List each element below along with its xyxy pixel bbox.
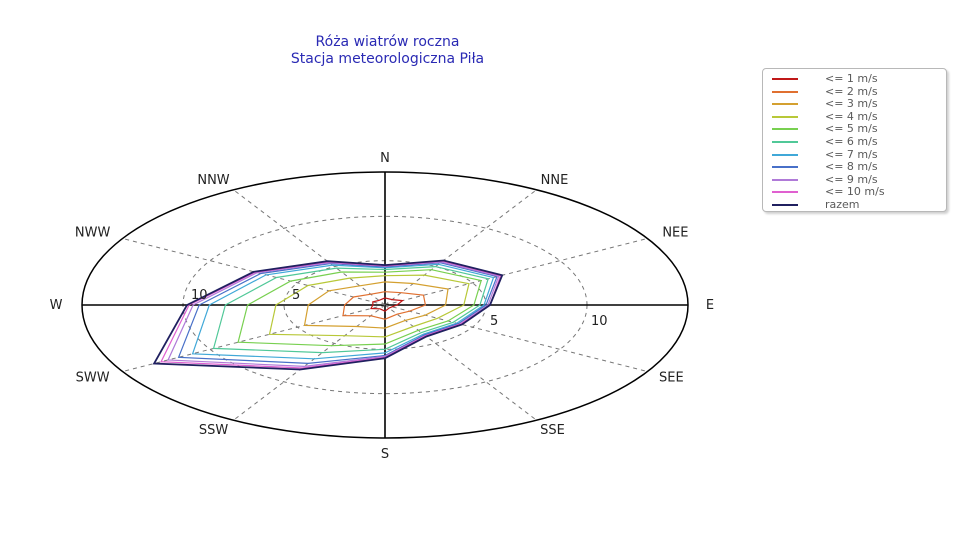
direction-label-N: N bbox=[380, 151, 390, 166]
legend-label: razem bbox=[825, 198, 860, 211]
legend-swatch bbox=[772, 153, 798, 156]
legend-swatch bbox=[772, 166, 798, 169]
spoke-SWW bbox=[122, 304, 386, 372]
legend-swatch bbox=[772, 115, 798, 118]
legend-swatch bbox=[772, 191, 798, 194]
legend-swatch bbox=[772, 128, 798, 131]
series-line-8 bbox=[177, 262, 498, 365]
direction-label-NNW: NNW bbox=[197, 173, 229, 188]
direction-label-SSW: SSW bbox=[199, 423, 229, 438]
chart-title: Róża wiatrów roczna bbox=[315, 34, 460, 50]
direction-label-SSE: SSE bbox=[540, 423, 565, 438]
direction-label-NWW: NWW bbox=[75, 226, 111, 241]
legend-swatch bbox=[772, 78, 798, 80]
legend-item: <= 3 m/s bbox=[763, 97, 946, 111]
radial-tick-label-west: 10 bbox=[191, 288, 208, 303]
legend-swatch bbox=[772, 103, 798, 106]
legend-item: <= 9 m/s bbox=[763, 172, 946, 186]
legend-label: <= 10 m/s bbox=[825, 185, 885, 199]
direction-label-SWW: SWW bbox=[76, 371, 110, 386]
legend-item: <= 7 m/s bbox=[763, 147, 946, 161]
series-line-6 bbox=[212, 265, 489, 354]
legend-swatch bbox=[772, 204, 798, 206]
rose-grid bbox=[81, 171, 689, 439]
legend-swatch bbox=[772, 178, 798, 181]
series-line-11 bbox=[152, 259, 504, 371]
spoke-NWW bbox=[122, 238, 386, 306]
radial-tick-label-east: 10 bbox=[591, 314, 608, 329]
legend-item: <= 1 m/s bbox=[763, 72, 946, 85]
legend-swatch bbox=[772, 141, 798, 143]
legend-item: <= 8 m/s bbox=[763, 160, 946, 174]
legend-item: <= 2 m/s bbox=[763, 84, 946, 98]
legend-item: <= 10 m/s bbox=[763, 185, 946, 199]
series-line-7 bbox=[191, 263, 495, 360]
legend-item: <= 5 m/s bbox=[763, 122, 946, 136]
legend-label: <= 6 m/s bbox=[825, 135, 878, 148]
series-line-2 bbox=[342, 291, 427, 320]
spoke-SEE bbox=[384, 304, 648, 372]
chart-subtitle: Stacja meteorologiczna Piła bbox=[290, 51, 485, 67]
legend-label: <= 9 m/s bbox=[825, 172, 878, 186]
series-line-9 bbox=[167, 261, 500, 368]
spoke-NNE bbox=[384, 189, 537, 306]
series-line-4 bbox=[268, 274, 470, 338]
series-line-3 bbox=[303, 281, 449, 329]
legend-swatch bbox=[772, 90, 798, 93]
rose-series bbox=[152, 259, 504, 371]
direction-label-SEE: SEE bbox=[659, 371, 684, 386]
legend-label: <= 7 m/s bbox=[825, 147, 878, 161]
legend-label: <= 2 m/s bbox=[825, 84, 878, 98]
series-line-5 bbox=[237, 269, 482, 347]
legend-label: <= 4 m/s bbox=[825, 109, 878, 123]
spoke-NEE bbox=[384, 238, 648, 306]
legend-label: <= 8 m/s bbox=[825, 160, 878, 174]
direction-label-NNE: NNE bbox=[541, 173, 569, 188]
legend: <= 1 m/s <= 2 m/s <= 3 m/s <= 4 m/s <= 5 m/s… bbox=[762, 68, 947, 212]
direction-label-W: W bbox=[50, 298, 63, 313]
legend-item: razem bbox=[763, 198, 946, 211]
radial-tick-label-east: 5 bbox=[490, 314, 498, 329]
legend-label: <= 1 m/s bbox=[825, 72, 878, 85]
direction-label-E: E bbox=[706, 298, 714, 313]
legend-item: <= 6 m/s bbox=[763, 135, 946, 148]
direction-label-NEE: NEE bbox=[662, 226, 688, 241]
legend-label: <= 3 m/s bbox=[825, 97, 878, 111]
legend-label: <= 5 m/s bbox=[825, 122, 878, 136]
legend-item: <= 4 m/s bbox=[763, 109, 946, 123]
radial-tick-label-west: 5 bbox=[292, 288, 300, 303]
direction-label-S: S bbox=[381, 447, 389, 462]
series-line-1 bbox=[370, 297, 405, 312]
spoke-NNW bbox=[233, 189, 386, 306]
rose-labels: 5 5 10 10 N NNE NEE E SEE SSE S SSW SWW W NWW NNW bbox=[50, 151, 715, 462]
spoke-SSW bbox=[233, 304, 386, 421]
